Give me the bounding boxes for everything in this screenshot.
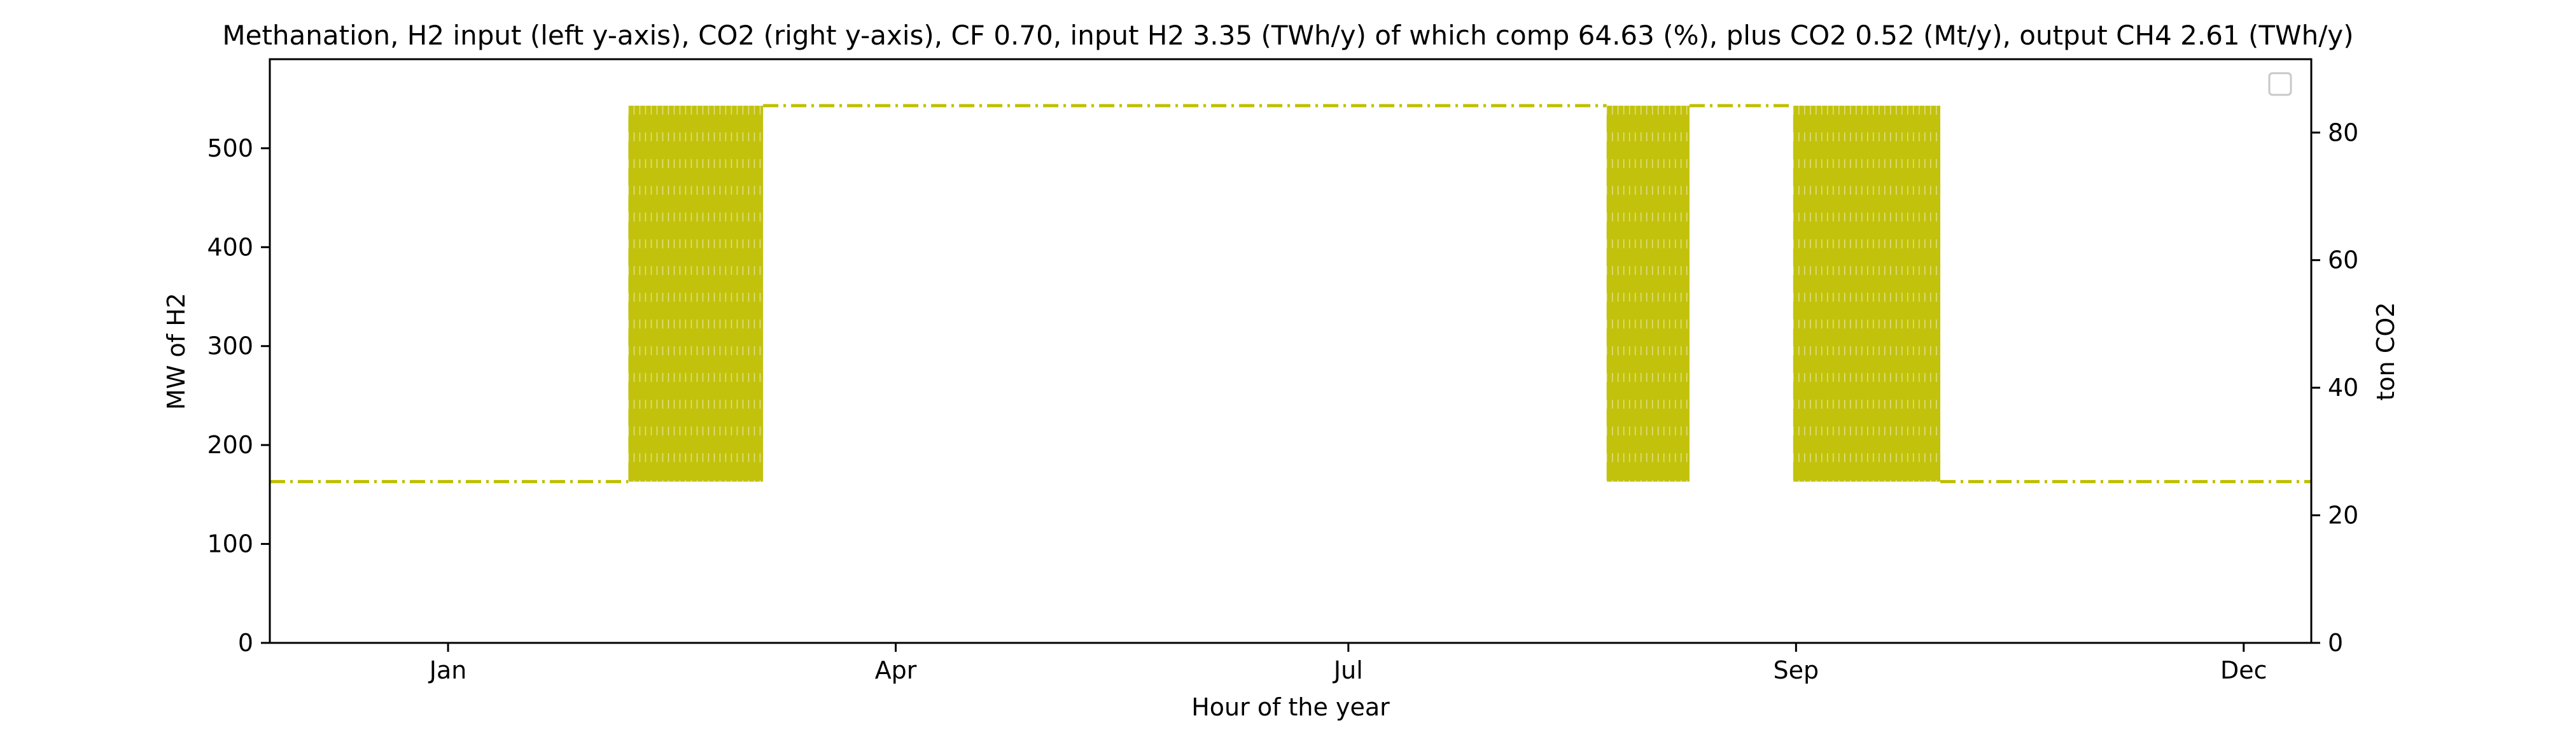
x-tick-label: Dec [2220, 656, 2267, 684]
x-tick-label: Jul [1333, 656, 1363, 684]
x-tick-label: Jan [428, 656, 467, 684]
left-y-tick-label: 0 [238, 629, 253, 657]
series-dense-block [1793, 106, 1941, 482]
right-y-axis-label: ton CO2 [2372, 302, 2400, 401]
left-y-tick-label: 100 [207, 530, 253, 558]
x-tick-label: Sep [1774, 656, 1819, 684]
right-y-tick-label: 60 [2328, 246, 2358, 274]
x-axis-label: Hour of the year [1191, 693, 1390, 721]
left-y-tick-label: 300 [207, 332, 253, 360]
left-y-tick-label: 200 [207, 431, 253, 459]
h2-input-series [270, 104, 2311, 484]
right-y-tick-label: 80 [2328, 118, 2358, 146]
left-y-axis-label: MW of H2 [162, 293, 190, 410]
x-tick-label: Apr [875, 656, 917, 684]
right-y-tick-label: 20 [2328, 502, 2358, 530]
left-y-tick-label: 500 [207, 134, 253, 162]
left-y-tick-label: 400 [207, 233, 253, 261]
x-axis: Jan Apr Jul Sep Dec [428, 643, 2267, 684]
right-y-tick-label: 0 [2328, 629, 2343, 657]
right-y-tick-label: 40 [2328, 374, 2358, 402]
plot-area-frame [269, 58, 2313, 644]
chart-title: Methanation, H2 input (left y-axis), CO2… [222, 20, 2353, 51]
left-y-axis: 0 100 200 300 400 500 [207, 134, 270, 657]
legend-box [2268, 72, 2292, 96]
series-dense-block [1606, 106, 1690, 482]
right-y-axis: 0 20 40 60 80 [2311, 118, 2358, 657]
